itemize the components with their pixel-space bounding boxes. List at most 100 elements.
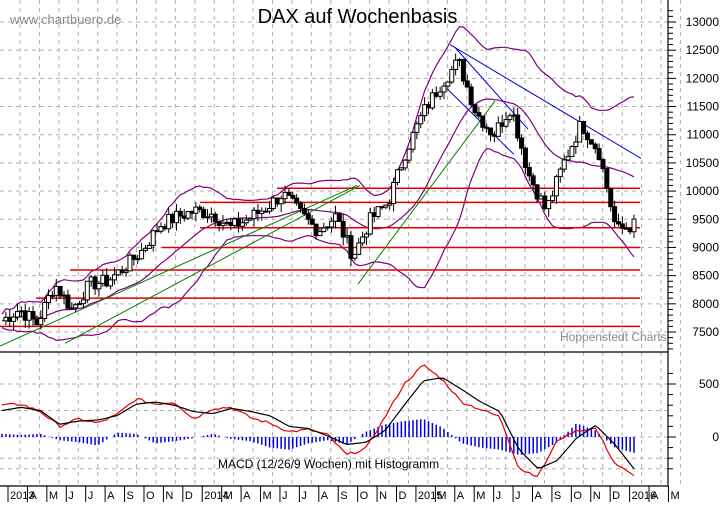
y-tick-label: 8500: [692, 269, 719, 283]
candle-up: [247, 218, 253, 221]
candle-down: [584, 132, 590, 141]
candle-down: [468, 86, 474, 106]
candle-up: [391, 182, 397, 205]
candle-up: [77, 303, 83, 306]
candle-up: [96, 282, 102, 290]
macd-panel: [1, 364, 635, 478]
x-tick-label: S: [127, 490, 134, 502]
x-tick-label: N: [593, 490, 601, 502]
candle-up: [46, 295, 52, 303]
candle-up: [557, 168, 563, 178]
candle-up: [631, 218, 637, 233]
x-tick-label: 2013: [10, 490, 34, 502]
candle-up: [173, 210, 179, 224]
source-credit: Hoppenstedt Charts: [560, 330, 667, 344]
candle-down: [476, 112, 482, 117]
candle-down: [604, 168, 610, 189]
y-tick-label: 12500: [686, 43, 720, 57]
candle-up: [573, 141, 579, 148]
trend-line-down: [449, 44, 642, 159]
candle-up: [317, 231, 323, 237]
candle-down: [612, 206, 618, 223]
candle-up: [437, 91, 443, 97]
candle-up: [220, 222, 226, 226]
candle-down: [460, 59, 466, 82]
candle-up: [418, 115, 424, 125]
candle-up: [123, 270, 129, 274]
watermark: www.chartbuero.de: [10, 12, 122, 27]
candle-down: [480, 115, 486, 128]
y-tick-label: 10500: [686, 156, 720, 170]
candle-up: [84, 280, 90, 301]
candle-down: [340, 220, 346, 238]
x-tick-label: S: [554, 490, 561, 502]
x-tick-label: J: [88, 490, 94, 502]
candle-down: [522, 147, 528, 168]
candle-up: [204, 216, 210, 219]
bollinger-middle: [1, 98, 635, 322]
x-tick-label: M: [224, 490, 233, 502]
candle-up: [251, 209, 257, 220]
x-tick-label: O: [146, 490, 155, 502]
candle-up: [422, 104, 428, 117]
candle-up: [495, 122, 501, 137]
candle-up: [267, 207, 273, 212]
candle-down: [30, 311, 36, 320]
candle-up: [414, 123, 420, 133]
x-tick-label: D: [399, 490, 407, 502]
candle-up: [429, 92, 435, 109]
candle-down: [286, 191, 292, 196]
x-tick-label: N: [379, 490, 387, 502]
candle-up: [445, 81, 451, 87]
x-tick-label: M: [670, 490, 679, 502]
x-tick-label: J: [515, 490, 521, 502]
candle-down: [305, 213, 311, 220]
candle-down: [294, 197, 300, 204]
candle-up: [507, 115, 513, 121]
y-tick-label: 10000: [686, 184, 720, 198]
candle-up: [80, 299, 86, 305]
candle-up: [150, 230, 156, 246]
candle-up: [278, 198, 284, 205]
x-tick-label: M: [437, 490, 446, 502]
x-tick-label: M: [476, 490, 485, 502]
candle-down: [515, 114, 521, 139]
x-tick-label: O: [573, 490, 582, 502]
x-tick-label: J: [282, 490, 288, 502]
candle-down: [581, 121, 587, 134]
candle-down: [92, 276, 98, 290]
x-tick-label: D: [185, 490, 193, 502]
candle-down: [488, 127, 494, 136]
macd-y-tick-label: 0: [712, 430, 719, 444]
candle-down: [588, 139, 594, 145]
candle-up: [73, 304, 79, 309]
x-tick-label: J: [68, 490, 74, 502]
candle-up: [394, 169, 400, 184]
candle-down: [619, 223, 625, 229]
candle-down: [534, 184, 540, 200]
trend-line-up: [64, 185, 361, 344]
candle-up: [11, 316, 17, 322]
x-tick-label: J: [301, 490, 307, 502]
candle-up: [569, 146, 575, 158]
candle-down: [592, 143, 598, 150]
x-tick-label: A: [534, 490, 542, 502]
y-tick-label: 11500: [687, 100, 720, 114]
candle-down: [472, 104, 478, 114]
candle-up: [550, 195, 556, 202]
candle-down: [348, 235, 354, 259]
candle-down: [336, 213, 342, 222]
candle-down: [600, 158, 606, 170]
candle-down: [608, 187, 614, 208]
candle-down: [313, 223, 319, 237]
candle-up: [111, 274, 117, 281]
y-tick-label: 9500: [692, 212, 719, 226]
x-tick-label: A: [107, 490, 115, 502]
candle-up: [441, 85, 447, 93]
candle-down: [65, 294, 71, 309]
x-tick-label: M: [49, 490, 58, 502]
candle-down: [519, 137, 525, 149]
candle-up: [352, 253, 358, 259]
